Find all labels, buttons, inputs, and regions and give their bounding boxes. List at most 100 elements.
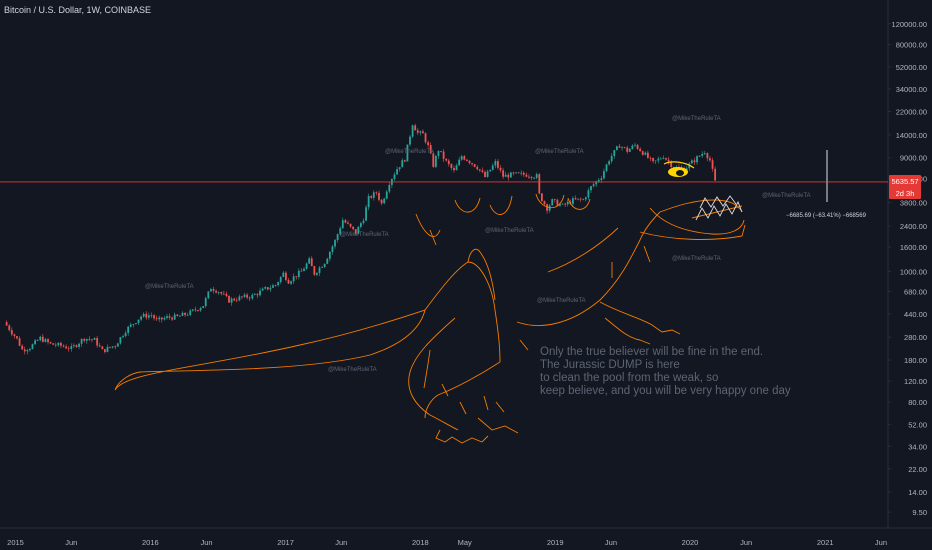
candle-down bbox=[574, 198, 577, 200]
dino-belly bbox=[424, 361, 501, 419]
candle-up bbox=[605, 164, 608, 172]
candle-up bbox=[253, 294, 256, 295]
candle-up bbox=[93, 338, 96, 340]
candle-down bbox=[168, 316, 171, 318]
price-tick-label: 440.00 bbox=[904, 310, 927, 319]
candle-down bbox=[525, 174, 528, 177]
dino-neck-back bbox=[547, 227, 619, 273]
candle-up bbox=[279, 276, 282, 283]
candle-down bbox=[465, 159, 468, 161]
dino-back-spikes bbox=[454, 193, 591, 215]
candle-down bbox=[101, 346, 104, 350]
candle-up bbox=[127, 326, 130, 333]
candle-down bbox=[96, 338, 99, 346]
candle-up bbox=[659, 158, 662, 160]
candle-down bbox=[287, 279, 290, 284]
candle-up bbox=[509, 172, 512, 178]
candle-up bbox=[78, 343, 80, 347]
candle-up bbox=[323, 263, 326, 267]
candle-up bbox=[261, 288, 264, 291]
candle-down bbox=[62, 345, 65, 347]
candle-down bbox=[212, 289, 215, 291]
last-price-value: 5635.57 bbox=[891, 177, 918, 186]
dino-chin bbox=[639, 224, 746, 240]
candle-down bbox=[463, 156, 466, 160]
dino-leg bbox=[408, 317, 459, 431]
candle-up bbox=[494, 161, 497, 166]
time-tick-label: Jun bbox=[200, 538, 212, 547]
candle-down bbox=[429, 145, 432, 154]
candle-up bbox=[336, 234, 339, 241]
candle-up bbox=[308, 258, 311, 264]
candle-up bbox=[334, 240, 336, 247]
candle-down bbox=[538, 174, 541, 194]
candle-up bbox=[210, 289, 212, 292]
candle-down bbox=[693, 160, 696, 163]
candle-down bbox=[347, 222, 349, 224]
watermark-text: @MikeTheRuleTA bbox=[145, 284, 194, 290]
dino-back bbox=[467, 248, 496, 301]
candle-down bbox=[65, 346, 68, 349]
candle-down bbox=[344, 220, 347, 223]
candle-up bbox=[357, 226, 360, 235]
candle-up bbox=[595, 181, 598, 185]
candle-down bbox=[41, 336, 44, 342]
dino-jaw bbox=[649, 207, 745, 235]
dinosaur-drawing[interactable] bbox=[114, 161, 746, 444]
note-line: to clean the pool from the weak, so bbox=[540, 372, 719, 384]
watermark-text: @MikeTheRuleTA bbox=[485, 228, 534, 234]
watermark-text: @MikeTheRuleTA bbox=[328, 367, 377, 373]
candle-down bbox=[646, 152, 649, 158]
candle-up bbox=[70, 346, 73, 349]
dino-lower-spikes bbox=[415, 213, 441, 246]
candle-up bbox=[158, 317, 161, 320]
candle-down bbox=[709, 158, 711, 161]
price-range-measure[interactable]: −6685.69 (−63.41%) −668569 bbox=[786, 150, 867, 219]
candle-up bbox=[142, 313, 145, 317]
dino-arm bbox=[599, 301, 681, 335]
candle-up bbox=[535, 174, 538, 178]
watermark-text: @MikeTheRuleTA bbox=[535, 149, 584, 155]
candle-up bbox=[173, 314, 176, 320]
candle-up bbox=[561, 203, 564, 205]
price-tick-label: 9.50 bbox=[912, 508, 927, 517]
candle-down bbox=[13, 334, 16, 337]
candle-up bbox=[458, 159, 461, 166]
time-tick-label: 2017 bbox=[277, 538, 294, 547]
candle-up bbox=[202, 306, 205, 308]
candle-up bbox=[631, 145, 634, 149]
candle-up bbox=[29, 349, 31, 351]
candle-down bbox=[512, 172, 515, 174]
candle-up bbox=[657, 158, 660, 161]
candle-up bbox=[303, 268, 305, 272]
candle-down bbox=[623, 147, 626, 148]
candle-up bbox=[559, 204, 561, 206]
candle-down bbox=[228, 295, 230, 303]
candle-down bbox=[176, 314, 179, 316]
candle-down bbox=[83, 339, 86, 341]
price-tick-label: 2400.00 bbox=[900, 222, 927, 231]
candle-up bbox=[259, 290, 261, 296]
candle-up bbox=[551, 199, 554, 206]
candle-down bbox=[706, 153, 709, 159]
candle-down bbox=[649, 157, 652, 159]
candle-down bbox=[564, 203, 567, 205]
candle-up bbox=[608, 161, 611, 165]
candle-down bbox=[424, 133, 427, 143]
candle-up bbox=[150, 315, 153, 317]
candle-up bbox=[566, 201, 569, 205]
candle-up bbox=[204, 298, 207, 307]
candle-up bbox=[331, 246, 334, 252]
candle-up bbox=[181, 312, 184, 316]
price-tick-label: 34.00 bbox=[908, 442, 927, 451]
candle-down bbox=[88, 338, 91, 340]
candle-down bbox=[233, 298, 236, 301]
candle-up bbox=[455, 165, 458, 171]
candle-down bbox=[246, 294, 249, 298]
candle-down bbox=[442, 151, 445, 159]
candle-up bbox=[489, 169, 492, 172]
candle-up bbox=[119, 337, 122, 344]
candle-down bbox=[98, 345, 101, 347]
candle-down bbox=[215, 290, 217, 293]
